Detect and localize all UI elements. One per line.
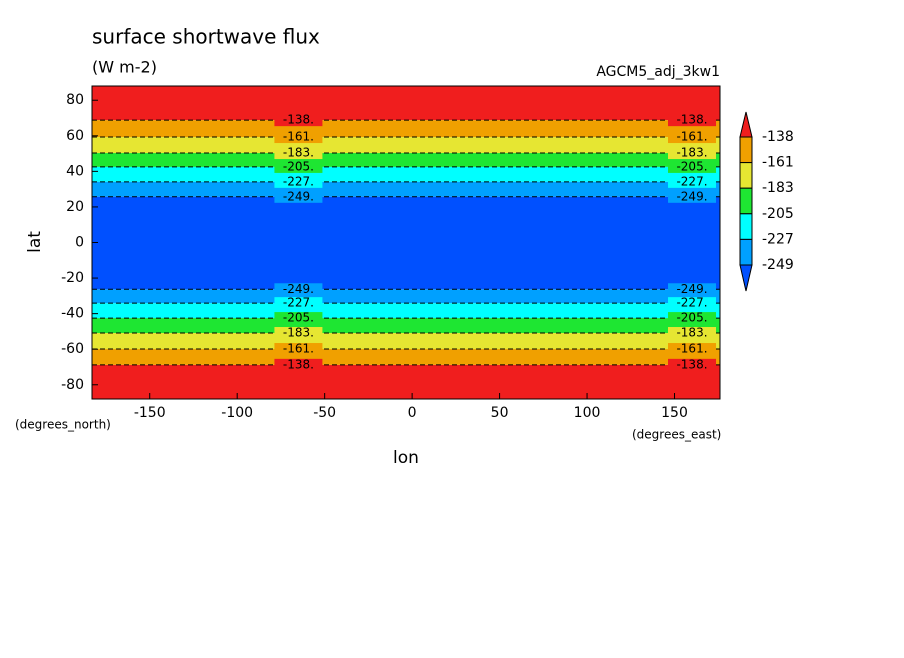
- x-tick-label: 150: [661, 405, 688, 421]
- contour-label: -183.: [676, 146, 707, 160]
- colorbar-box: [739, 213, 753, 240]
- x-axis-label: lon: [393, 448, 419, 468]
- contour-label: -249.: [676, 189, 707, 203]
- x-tick-label: -150: [134, 405, 166, 421]
- y-tick-label: -20: [61, 270, 84, 286]
- contour-label-bg: [668, 358, 717, 371]
- contour-label: -138.: [283, 357, 314, 371]
- contour-label-bg: [668, 343, 717, 356]
- chart-subtitle: (W m-2): [92, 58, 157, 77]
- colorbar-box: [739, 187, 753, 215]
- contour-label: -161.: [283, 130, 314, 144]
- contour-label-bg: [668, 147, 717, 160]
- colorbar-box: [739, 136, 753, 164]
- annotation: AGCM5_adj_3kw1: [596, 64, 720, 80]
- y-tick-label: -80: [61, 377, 84, 393]
- y-tick-label: -40: [61, 306, 84, 322]
- band: [92, 364, 720, 399]
- band: [92, 349, 720, 365]
- colorbar-label: -161: [762, 155, 794, 171]
- contour-label: -138.: [676, 357, 707, 371]
- contour-label-bg: [668, 190, 717, 203]
- chart-title: surface shortwave flux: [92, 25, 320, 49]
- contour-label-bg: [668, 160, 717, 173]
- colorbar-box: [739, 162, 753, 189]
- contour-label: -227.: [676, 296, 707, 310]
- contour-label: -161.: [283, 342, 314, 356]
- y-axis-label: lat: [25, 231, 45, 253]
- contour-label-bg: [668, 327, 717, 340]
- contour-label: -205.: [676, 159, 707, 173]
- x-tick-label: -50: [313, 405, 336, 421]
- contour-label-bg: [274, 283, 323, 296]
- contour-label: -138.: [676, 113, 707, 127]
- x-unit: (degrees_east): [632, 428, 721, 442]
- contour-label-bg: [274, 343, 323, 356]
- x-tick-label: 0: [408, 405, 417, 421]
- contour-label-bg: [274, 358, 323, 371]
- contour-label-bg: [274, 175, 323, 188]
- contour-label: -161.: [676, 130, 707, 144]
- contour-label: -161.: [676, 342, 707, 356]
- colorbar-label: -227: [762, 231, 794, 247]
- colorbar-label: -249: [762, 257, 794, 273]
- x-tick-label: 100: [574, 405, 601, 421]
- band: [92, 318, 720, 334]
- colorbar-bottom: [739, 264, 753, 292]
- contour-label-bg: [274, 327, 323, 340]
- contour-label-bg: [668, 297, 717, 310]
- contour-label: -183.: [283, 146, 314, 160]
- contour-label-bg: [274, 312, 323, 325]
- band: [92, 86, 720, 121]
- contour-label: -227.: [283, 174, 314, 188]
- band: [92, 137, 720, 154]
- contour-label: -205.: [283, 159, 314, 173]
- contour-label: -205.: [676, 311, 707, 325]
- contour-label-bg: [668, 175, 717, 188]
- band: [92, 196, 720, 290]
- band: [92, 303, 720, 319]
- colorbar-label: -138: [762, 129, 794, 145]
- contour-label-bg: [274, 190, 323, 203]
- contour-label: -205.: [283, 311, 314, 325]
- y-tick-label: 20: [66, 199, 84, 215]
- contour-label: -138.: [283, 113, 314, 127]
- contour-label: -227.: [283, 296, 314, 310]
- band: [92, 181, 720, 197]
- y-tick-label: 80: [66, 92, 84, 108]
- y-tick-label: 40: [66, 163, 84, 179]
- y-tick-label: -60: [61, 341, 84, 357]
- contour-label-bg: [274, 114, 323, 127]
- contour-label-bg: [668, 114, 717, 127]
- contour-label-bg: [668, 283, 717, 296]
- contour-label: -183.: [283, 326, 314, 340]
- contour-label: -183.: [676, 326, 707, 340]
- contour-label-bg: [274, 297, 323, 310]
- y-tick-label: 0: [75, 235, 84, 251]
- band: [92, 120, 720, 138]
- colorbar-box: [739, 238, 753, 266]
- x-tick-label: 50: [491, 405, 509, 421]
- colorbar-top: [739, 111, 753, 138]
- contour-label-bg: [668, 131, 717, 144]
- contour-label: -227.: [676, 174, 707, 188]
- band: [92, 289, 720, 304]
- band: [92, 166, 720, 182]
- colorbar-label: -205: [762, 206, 794, 222]
- y-tick-label: 60: [66, 128, 84, 144]
- x-tick-label: -100: [221, 405, 253, 421]
- contour-label-bg: [274, 147, 323, 160]
- contour-label: -249.: [676, 282, 707, 296]
- contour-label-bg: [274, 131, 323, 144]
- contour-label: -249.: [283, 282, 314, 296]
- contour-label: -249.: [283, 189, 314, 203]
- band: [92, 333, 720, 350]
- colorbar-label: -183: [762, 180, 794, 196]
- contour-label-bg: [668, 312, 717, 325]
- contour-label-bg: [274, 160, 323, 173]
- y-unit: (degrees_north): [15, 418, 111, 432]
- band: [92, 153, 720, 167]
